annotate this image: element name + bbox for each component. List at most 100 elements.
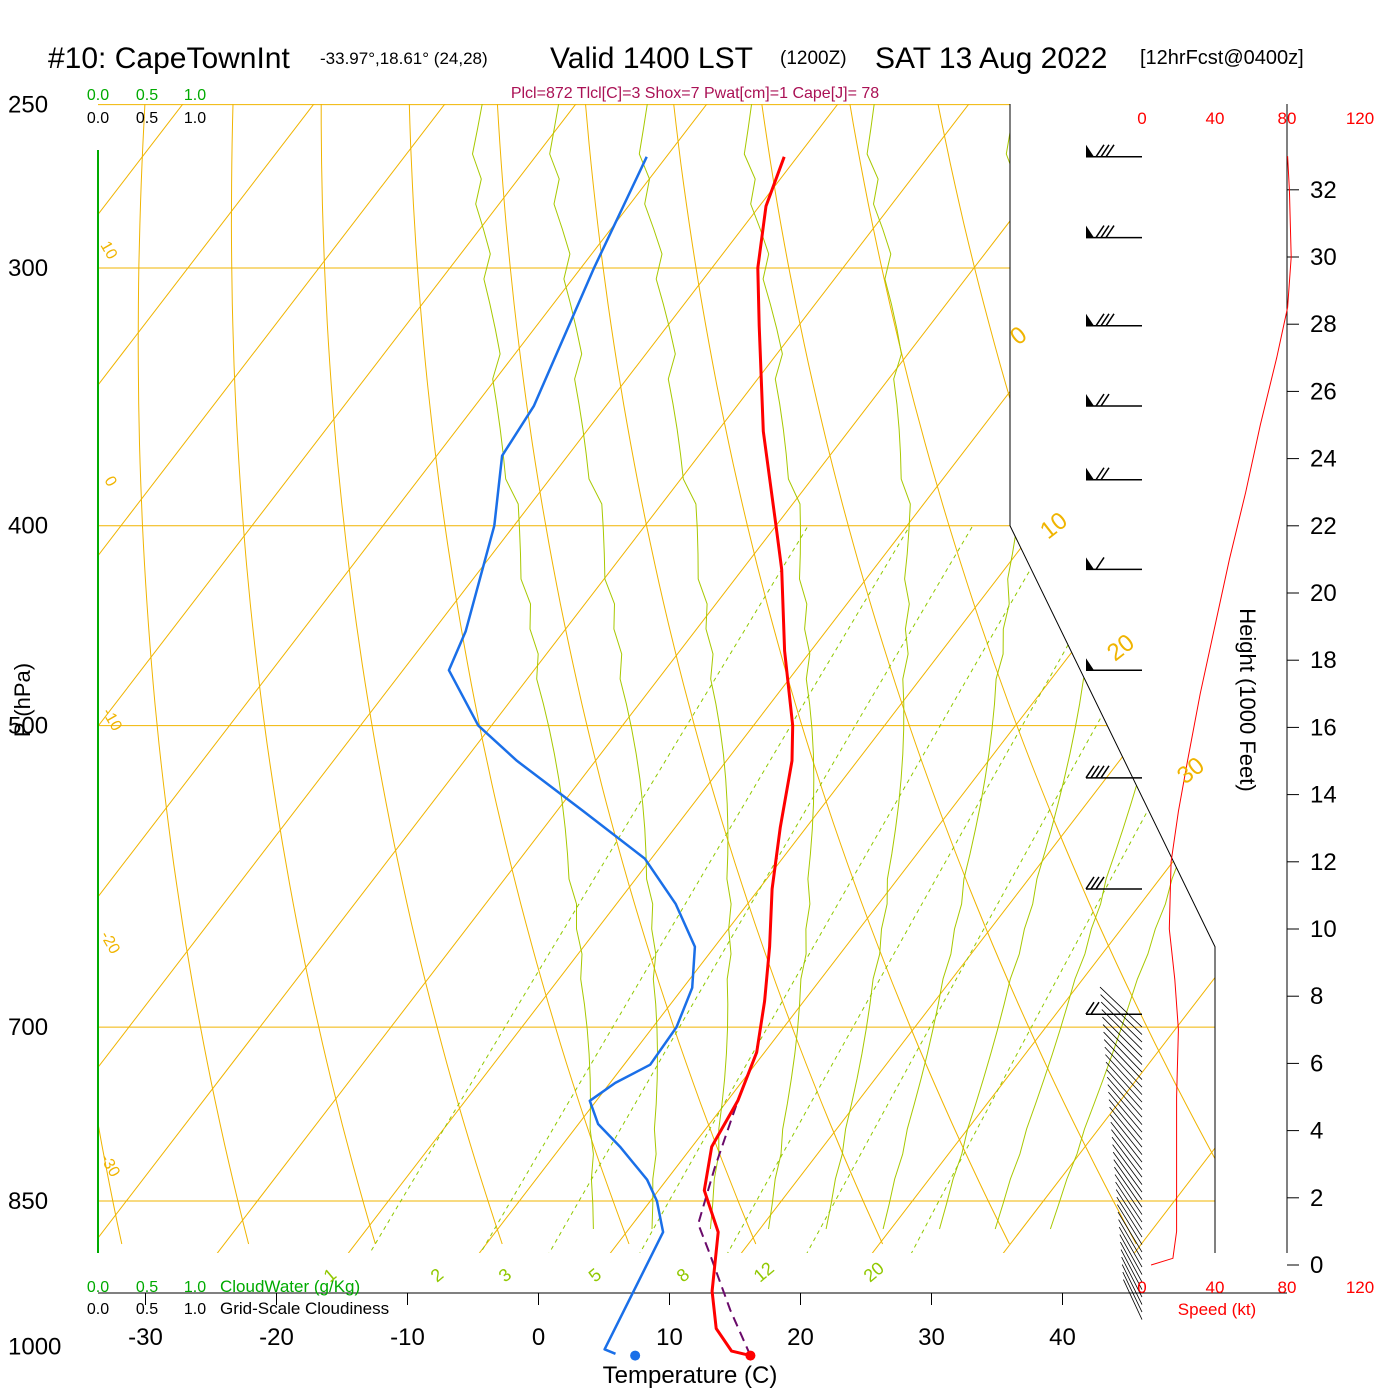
wind-barb-flag (1086, 658, 1094, 671)
wind-barb-low (1109, 1114, 1143, 1155)
wind-barb-feather (1095, 556, 1105, 570)
dry-adiabat (230, 104, 376, 1245)
wind-barb-low (1112, 1151, 1143, 1193)
wind-barb-feather (1105, 225, 1115, 238)
isotherm-label: 0 (101, 474, 120, 490)
isotherm-label: 30 (1172, 752, 1210, 790)
wind-barb-feather (1090, 765, 1100, 779)
isotherm-label: 20 (1102, 629, 1140, 667)
cloudwater-scale-bottom: 0.0 (87, 1279, 109, 1296)
height-tick-label: 20 (1310, 580, 1337, 607)
wind-barb-low (1106, 1076, 1143, 1118)
dry-adiabat (137, 104, 250, 1245)
wind-barb-low (1114, 1166, 1143, 1208)
isotherm-line (98, 104, 1123, 1253)
valid-time: Valid 1400 LST (550, 42, 753, 75)
isotherm-line (98, 104, 861, 1253)
height-tick-label: 14 (1310, 782, 1337, 809)
temperature-tick-label: -20 (259, 1324, 294, 1351)
wind-barb-flag (1086, 225, 1094, 238)
mixing-ratio-label: 8 (673, 1264, 694, 1286)
dewpoint-trace (447, 156, 697, 1355)
cloudiness-scale-top: 1.0 (184, 110, 206, 127)
wind-barb-low (1115, 1189, 1143, 1230)
wind-barb-low (1102, 1016, 1143, 1058)
cloudwater-scale-bottom: 1.0 (184, 1279, 206, 1296)
wind-barb-feather (1095, 765, 1105, 779)
mixing-ratio-label: 20 (860, 1258, 888, 1286)
wind-barb-low (1104, 1046, 1143, 1088)
surface-dewpoint-dot (630, 1350, 641, 1361)
mixing-ratio-line (425, 525, 911, 1253)
mixing-ratio-line (756, 525, 1209, 1253)
wind-barb-feather (1105, 313, 1115, 327)
wind-barb-feather (1100, 313, 1110, 327)
isotherm-line (98, 104, 992, 1253)
valid-date: SAT 13 Aug 2022 (875, 42, 1107, 75)
cloudwater-label: CloudWater (g/Kg) (220, 1277, 360, 1296)
wind-barb-low (1106, 1069, 1143, 1110)
mixing-ratio-line (586, 525, 1057, 1253)
cloudwater-scale-top: 0.0 (87, 87, 109, 104)
pressure-tick-label: 250 (8, 92, 48, 119)
wind-barb-low (1108, 1099, 1143, 1140)
moist-adiabat (939, 104, 1164, 1230)
cloudwater-scale-top: 0.5 (136, 87, 158, 104)
wind-barb-low (1111, 1129, 1143, 1170)
dry-adiabat (98, 104, 123, 1245)
wind-barb-low (1105, 1061, 1143, 1103)
wind-barb-flag (1086, 144, 1094, 157)
wind-barb-low (1110, 1121, 1143, 1163)
pressure-tick-label: 1000 (8, 1334, 61, 1361)
wind-barb-feather (1100, 765, 1110, 779)
speed-tick-top: 120 (1346, 109, 1374, 128)
dry-adiabat (408, 104, 630, 1245)
height-tick-label: 6 (1310, 1050, 1323, 1077)
stability-indices: Plcl=872 Tlcl[C]=3 Shox=7 Pwat[cm]=1 Cap… (511, 85, 879, 102)
mixing-ratio-line (495, 525, 974, 1253)
cloudiness-scale-top: 0.0 (87, 110, 109, 127)
isotherm-line (98, 104, 599, 1253)
speed-tick-bottom: 80 (1278, 1278, 1297, 1297)
speed-tick-top: 0 (1137, 109, 1146, 128)
wind-barb-low (1121, 1256, 1143, 1298)
isotherm-label: 10 (1035, 507, 1073, 545)
dry-adiabat (1379, 104, 1400, 1244)
mixing-ratio-label: 12 (750, 1258, 778, 1286)
wind-barb-low (1105, 1054, 1143, 1095)
cloudiness-label: Grid-Scale Cloudiness (220, 1299, 389, 1318)
moist-adiabat (638, 104, 732, 1230)
wind-barb-low (1103, 1031, 1143, 1073)
mixing-ratio-label: 2 (427, 1264, 448, 1286)
zulu-time: (1200Z) (780, 48, 847, 69)
station-coords: -33.97°,18.61° (24,28) (320, 49, 488, 68)
dry-adiabat (496, 104, 757, 1245)
height-tick-label: 8 (1310, 983, 1323, 1010)
cloudiness-scale-bottom: 1.0 (184, 1301, 206, 1318)
wind-barb-low (1099, 986, 1143, 1028)
forecast-info: [12hrFcst@0400z] (1140, 47, 1304, 69)
pressure-tick-label: 400 (8, 513, 48, 540)
isotherm-line (1159, 104, 1215, 1253)
dry-adiabat (585, 104, 884, 1245)
wind-barb-feather (1095, 225, 1105, 238)
isotherm-line (373, 104, 1215, 1253)
wind-barb-low (1101, 1009, 1143, 1050)
wind-barb-low (1120, 1249, 1143, 1290)
plot-frame-right (1009, 104, 1216, 1253)
wind-barb-low (1116, 1196, 1143, 1238)
wind-barb-flag (1086, 557, 1094, 570)
wind-barb-feather (1085, 765, 1095, 779)
wind-barb-low (1103, 1039, 1143, 1080)
wind-barb-low (1100, 994, 1143, 1035)
wind-barb-feather (1105, 144, 1115, 158)
dry-adiabat (320, 104, 503, 1245)
wind-barb-low (1112, 1144, 1143, 1185)
wind-barb-feather (1100, 225, 1110, 238)
dry-adiabat (1201, 104, 1215, 1245)
speed-tick-top: 80 (1278, 109, 1297, 128)
dry-adiabat (849, 104, 1215, 1245)
temperature-tick-label: 30 (918, 1324, 945, 1351)
